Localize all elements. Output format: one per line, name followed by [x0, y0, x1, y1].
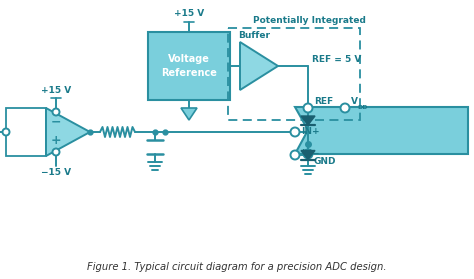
Text: Voltage
Reference: Voltage Reference: [161, 54, 217, 78]
FancyBboxPatch shape: [148, 32, 230, 100]
Polygon shape: [46, 108, 90, 156]
Polygon shape: [295, 107, 468, 154]
Text: GND: GND: [314, 157, 337, 166]
Text: DD: DD: [357, 105, 367, 110]
Text: −15 V: −15 V: [41, 168, 71, 177]
Text: −: −: [51, 116, 61, 129]
Text: Potentially Integrated: Potentially Integrated: [253, 16, 365, 25]
Text: REF: REF: [314, 97, 333, 106]
Circle shape: [53, 148, 60, 155]
Circle shape: [340, 104, 349, 112]
Polygon shape: [301, 150, 315, 160]
Text: Buffer: Buffer: [238, 31, 270, 40]
Text: Figure 1. Typical circuit diagram for a precision ADC design.: Figure 1. Typical circuit diagram for a …: [87, 262, 387, 272]
Text: +15 V: +15 V: [41, 86, 71, 95]
FancyBboxPatch shape: [6, 108, 46, 156]
Polygon shape: [181, 108, 197, 120]
Text: IN+: IN+: [301, 126, 319, 136]
Text: V: V: [351, 97, 358, 106]
Polygon shape: [240, 42, 278, 90]
Circle shape: [2, 129, 9, 136]
Circle shape: [303, 150, 312, 158]
Text: IN−: IN−: [301, 150, 319, 158]
Text: +: +: [51, 134, 61, 148]
Circle shape: [53, 109, 60, 116]
Circle shape: [291, 128, 300, 136]
Polygon shape: [301, 116, 315, 125]
Circle shape: [303, 104, 312, 112]
Text: +15 V: +15 V: [174, 9, 204, 18]
Text: REF = 5 V: REF = 5 V: [312, 55, 361, 64]
Circle shape: [291, 150, 300, 160]
